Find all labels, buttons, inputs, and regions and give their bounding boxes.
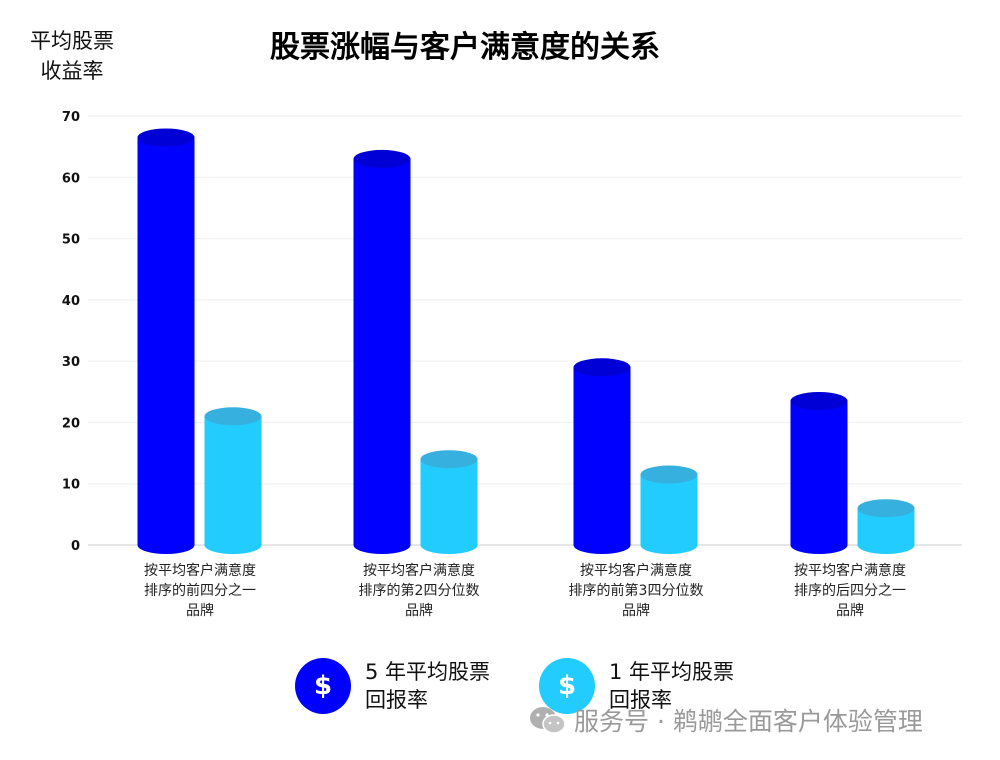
legend-label-line: 5 年平均股票 [365, 660, 491, 684]
y-tick-label: 10 [62, 478, 80, 493]
bar-part [857, 499, 915, 518]
y-tick-label: 70 [62, 110, 80, 125]
watermark-text: 服务号 · 鹈鹕全面客户体验管理 [574, 707, 923, 736]
legend-item-1yr: $ 1 年平均股票 回报率 [539, 658, 749, 714]
bar-part [790, 536, 848, 554]
bar-part [137, 536, 195, 554]
x-tick-line: 排序的前四分之一 [144, 583, 256, 599]
y-tick-label: 30 [62, 355, 80, 370]
bar-part [640, 536, 698, 554]
dollar-icon: $ [539, 658, 595, 714]
legend-item-5yr: $ 5 年平均股票 回报率 [295, 658, 505, 714]
bar-part [204, 407, 262, 426]
legend-label-line: 回报率 [365, 688, 428, 712]
x-tick-line: 按平均客户满意度 [794, 563, 906, 579]
bar-part [790, 391, 848, 410]
bar-part [353, 149, 411, 168]
bar-part [137, 137, 195, 545]
wechat-icon [530, 707, 566, 734]
legend-label-line: 回报率 [609, 688, 672, 712]
bar [420, 450, 478, 554]
x-tick-line: 排序的第2四分位数 [358, 583, 480, 599]
x-tick-line: 品牌 [622, 603, 650, 619]
x-tick-label: 按平均客户满意度 排序的前第3四分位数 品牌 [536, 561, 736, 621]
bar-part [640, 465, 698, 484]
bar-part [420, 536, 478, 554]
bar-part [640, 474, 698, 545]
x-tick-line: 按平均客户满意度 [144, 563, 256, 579]
x-tick-line: 品牌 [186, 603, 214, 619]
y-tick-label: 0 [71, 539, 80, 554]
dollar-icon: $ [295, 658, 351, 714]
legend-label-line: 1 年平均股票 [609, 660, 735, 684]
bar [790, 391, 848, 554]
x-tick-label: 按平均客户满意度 排序的后四分之一 品牌 [750, 561, 950, 621]
bar [137, 128, 195, 554]
bar [573, 358, 631, 554]
x-tick-line: 按平均客户满意度 [580, 563, 692, 579]
x-tick-line: 品牌 [836, 603, 864, 619]
bar [353, 149, 411, 554]
bar-part [573, 536, 631, 554]
bar-part [204, 536, 262, 554]
x-tick-label: 按平均客户满意度 排序的第2四分位数 品牌 [319, 561, 519, 621]
x-tick-line: 排序的后四分之一 [794, 583, 906, 599]
legend-label: 1 年平均股票 回报率 [609, 658, 749, 714]
bar-part [857, 536, 915, 554]
bar [857, 499, 915, 554]
y-axis-label-line: 平均股票 [30, 29, 114, 53]
y-tick-label: 40 [62, 294, 80, 309]
x-tick-label: 按平均客户满意度 排序的前四分之一 品牌 [100, 561, 300, 621]
y-tick-label: 60 [62, 171, 80, 186]
watermark: 服务号 · 鹈鹕全面客户体验管理 [528, 702, 923, 738]
legend-label: 5 年平均股票 回报率 [365, 658, 505, 714]
bar-part [790, 400, 848, 545]
bar-part [573, 358, 631, 377]
bar-part [420, 459, 478, 545]
bar-part [353, 536, 411, 554]
bar [204, 407, 262, 554]
bar-part [137, 128, 195, 147]
bar-part [573, 367, 631, 545]
y-axis-label: 平均股票 收益率 [22, 26, 122, 86]
bar-part [204, 416, 262, 545]
x-tick-line: 排序的前第3四分位数 [568, 583, 704, 599]
chart-title: 股票涨幅与客户满意度的关系 [270, 30, 660, 65]
bar-part [420, 450, 478, 469]
y-tick-label: 20 [62, 416, 80, 431]
x-tick-line: 按平均客户满意度 [363, 563, 475, 579]
x-tick-line: 品牌 [405, 603, 433, 619]
bar [640, 465, 698, 554]
bar-part [353, 158, 411, 545]
y-axis-label-line: 收益率 [40, 59, 104, 83]
y-tick-label: 50 [62, 233, 80, 248]
